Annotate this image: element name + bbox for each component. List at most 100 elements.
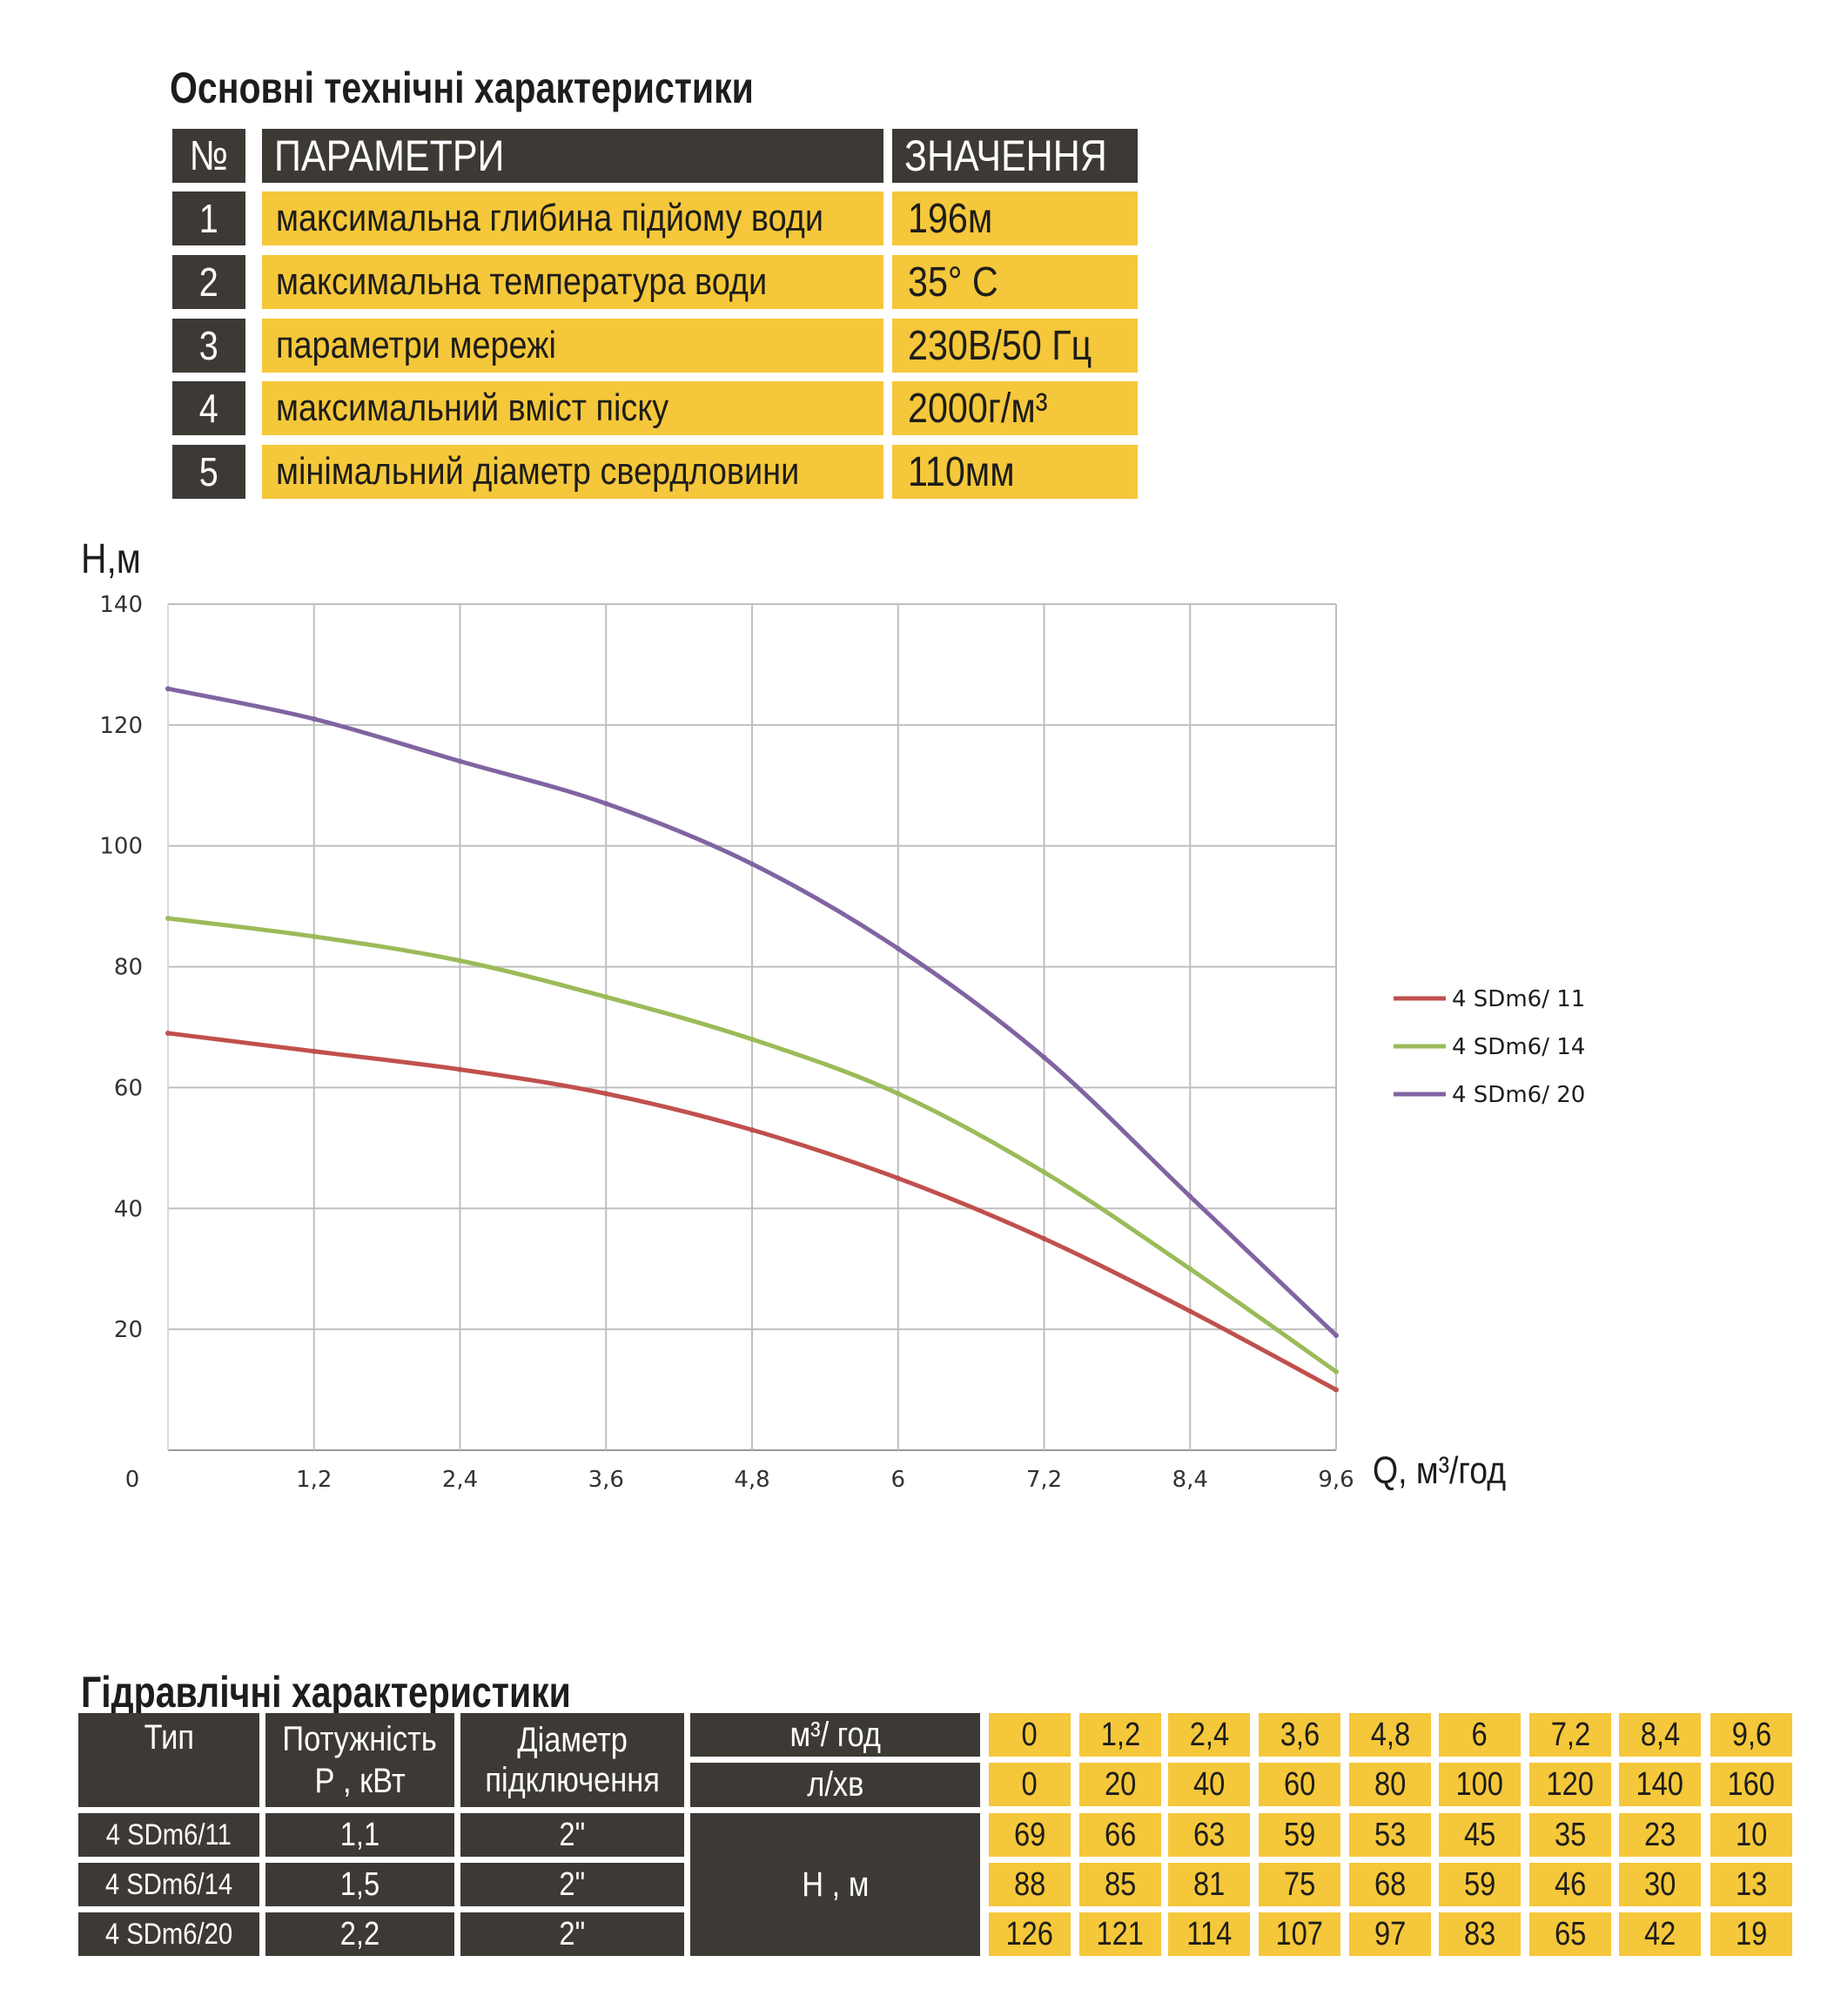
head-value-cell-text: 66 — [1104, 1816, 1137, 1853]
pump-power-cell-text: 2,2 — [339, 1915, 380, 1952]
spec-row-4-value: 2000г/м³ — [892, 381, 1138, 435]
hyd-header-flow-m3h-text: м³/ год — [789, 1715, 881, 1754]
x-tick-label: 7,2 — [1026, 1467, 1062, 1493]
flow-m3h-cell: 9,6 — [1710, 1713, 1792, 1757]
x-tick-label: 3,6 — [588, 1467, 624, 1493]
head-value-cell: 45 — [1439, 1813, 1521, 1857]
hydraulic-section-title: Гідравлічні характеристики — [81, 1668, 571, 1717]
spec-row-3-value: 230В/50 Гц — [892, 319, 1138, 373]
pump-diameter-cell-text: 2" — [559, 1915, 586, 1952]
flow-m3h-cell-text: 6 — [1471, 1716, 1488, 1753]
hyd-header-type: Тип — [78, 1713, 259, 1807]
pump-diameter-cell-text: 2" — [559, 1816, 586, 1853]
pump-diameter-cell: 2" — [460, 1863, 684, 1906]
spec-row-4-param-text: максимальний вміст піску — [276, 386, 669, 429]
y-axis-title: Н,м — [81, 536, 141, 582]
series-2-point — [749, 1036, 755, 1042]
x-tick-label: 8,4 — [1172, 1467, 1208, 1493]
x-tick-label: 2,4 — [442, 1467, 478, 1493]
flow-lmin-cell: 140 — [1619, 1763, 1701, 1806]
spec-row-5-num-text: 5 — [198, 449, 219, 494]
spec-row-2-num: 2 — [172, 255, 245, 309]
spec-row-1-num: 1 — [172, 192, 245, 245]
flow-m3h-cell-text: 1,2 — [1100, 1716, 1140, 1753]
hyd-header-diameter-line1: Діаметр — [517, 1721, 628, 1759]
series-1-point — [165, 1030, 171, 1036]
spec-row-5-num: 5 — [172, 445, 245, 499]
flow-m3h-cell: 7,2 — [1529, 1713, 1611, 1757]
series-3-point — [1334, 1333, 1339, 1339]
hyd-header-power: Потужність Р , кВт — [265, 1713, 454, 1807]
pump-power-cell-text: 1,1 — [339, 1816, 380, 1853]
flow-lmin-cell-text: 40 — [1192, 1765, 1226, 1803]
head-value-cell-text: 53 — [1374, 1816, 1407, 1853]
series-1-point — [457, 1066, 463, 1072]
head-value-cell: 75 — [1259, 1863, 1340, 1906]
legend-label: 4 SDm6/ 11 — [1452, 986, 1585, 1012]
flow-m3h-cell: 3,6 — [1259, 1713, 1340, 1757]
head-value-cell-text: 59 — [1463, 1865, 1496, 1903]
head-value-cell: 114 — [1168, 1912, 1250, 1956]
head-value-cell: 81 — [1168, 1863, 1250, 1906]
hyd-header-flow-lmin-text: л/хв — [806, 1765, 864, 1804]
hyd-header-flow-m3h: м³/ год — [690, 1713, 980, 1757]
flow-lmin-cell: 120 — [1529, 1763, 1611, 1806]
head-value-cell-text: 13 — [1735, 1865, 1768, 1903]
head-value-cell: 53 — [1349, 1813, 1431, 1857]
hyd-header-head-text: Н , м — [801, 1865, 870, 1904]
chart-ticks: 20 40 60 80 100 120 140 0 1,2 2,4 3,6 4,8 6 7,2 8,4 9,6 — [99, 592, 1354, 1493]
head-value-cell: 30 — [1619, 1863, 1701, 1906]
head-value-cell-text: 59 — [1283, 1816, 1316, 1853]
flow-m3h-cell: 0 — [989, 1713, 1071, 1757]
spec-row-5-param-text: мінімальний діаметр свердловини — [276, 450, 800, 493]
flow-lmin-cell: 0 — [989, 1763, 1071, 1806]
series-2-point — [165, 916, 171, 922]
series-2-point — [1187, 1266, 1193, 1272]
flow-m3h-cell-text: 4,8 — [1370, 1716, 1410, 1753]
pump-power-cell: 2,2 — [265, 1912, 454, 1956]
hyd-header-type-text: Тип — [144, 1718, 194, 1757]
spec-row-3-num: 3 — [172, 319, 245, 373]
flow-m3h-cell: 2,4 — [1168, 1713, 1250, 1757]
head-value-cell: 69 — [989, 1813, 1071, 1857]
head-value-cell: 65 — [1529, 1912, 1611, 1956]
x-tick-label: 9,6 — [1318, 1467, 1354, 1493]
spec-header-param-text: ПАРАМЕТРИ — [274, 131, 505, 180]
legend-label: 4 SDm6/ 14 — [1452, 1034, 1585, 1060]
y-tick-label: 120 — [99, 713, 143, 739]
spec-row-2-param-text: максимальна температура води — [276, 260, 768, 303]
flow-m3h-cell-text: 2,4 — [1189, 1716, 1229, 1753]
series-2-point — [1041, 1169, 1047, 1175]
head-value-cell-text: 85 — [1104, 1865, 1137, 1903]
head-value-cell-text: 68 — [1374, 1865, 1407, 1903]
head-value-cell: 88 — [989, 1863, 1071, 1906]
series-line-3 — [167, 686, 1338, 1337]
spec-row-2-value-text: 35° С — [908, 259, 998, 306]
head-value-cell-text: 88 — [1013, 1865, 1046, 1903]
flow-m3h-cell-text: 9,6 — [1731, 1716, 1771, 1753]
spec-row-3-num-text: 3 — [198, 323, 219, 368]
head-value-cell: 23 — [1619, 1813, 1701, 1857]
hyd-header-power-line1: Потужність — [282, 1720, 438, 1758]
head-value-cell: 66 — [1079, 1813, 1161, 1857]
head-value-cell-text: 114 — [1186, 1915, 1233, 1952]
spec-row-1-param: максимальна глибина підйому води — [262, 192, 883, 245]
flow-m3h-cell: 1,2 — [1079, 1713, 1161, 1757]
series-1-point — [749, 1127, 755, 1133]
flow-lmin-cell-text: 0 — [1021, 1765, 1038, 1803]
head-value-cell-text: 10 — [1735, 1816, 1768, 1853]
spec-row-2-num-text: 2 — [198, 259, 219, 305]
series-2-point — [895, 1091, 901, 1097]
flow-lmin-cell: 160 — [1710, 1763, 1792, 1806]
spec-row-5-value: 110мм — [892, 445, 1138, 499]
flow-lmin-cell-text: 140 — [1636, 1765, 1684, 1803]
head-value-cell-text: 121 — [1096, 1915, 1145, 1952]
pump-power-cell-text: 1,5 — [339, 1865, 380, 1903]
pump-diameter-cell: 2" — [460, 1813, 684, 1857]
flow-m3h-cell-text: 3,6 — [1280, 1716, 1320, 1753]
spec-header-param: ПАРАМЕТРИ — [262, 129, 883, 183]
chart-legend: 4 SDm6/ 11 4 SDm6/ 14 4 SDm6/ 20 — [1394, 986, 1585, 1108]
spec-row-3-param-text: параметри мережі — [276, 324, 556, 366]
head-value-cell: 126 — [989, 1912, 1071, 1956]
head-value-cell: 59 — [1259, 1813, 1340, 1857]
